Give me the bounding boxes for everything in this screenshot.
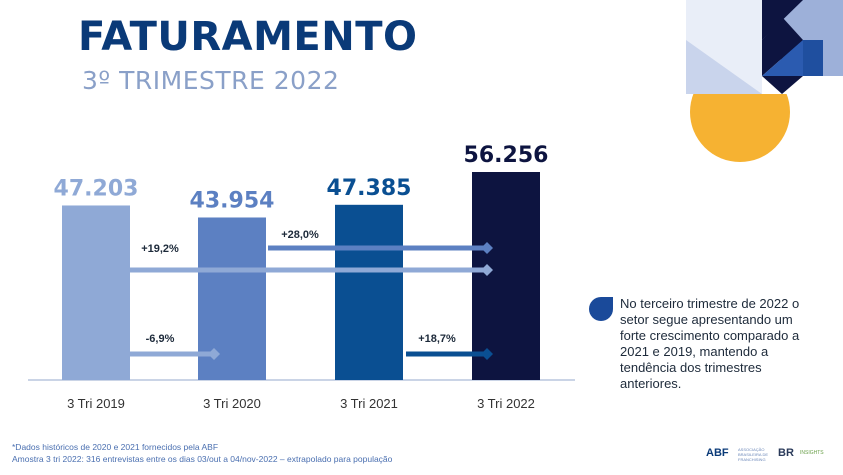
comparison-label: +19,2% (141, 243, 179, 255)
abf-logo: ABF (706, 447, 729, 459)
category-label: 3 Tri 2021 (340, 396, 398, 411)
category-label: 3 Tri 2020 (203, 396, 261, 411)
bar-value-label: 47.203 (54, 176, 139, 201)
navy-bottom-triangle-decoration (762, 76, 803, 94)
comparison-arrow-head (481, 348, 493, 360)
bar-1 (62, 205, 130, 380)
bar-value-label: 43.954 (190, 188, 275, 213)
bar-3 (335, 204, 403, 380)
category-label: 3 Tri 2019 (67, 396, 125, 411)
bar-value-label: 47.385 (327, 176, 412, 201)
side-note-text: No terceiro trimestre de 2022 o setor se… (620, 296, 800, 391)
page-title: FATURAMENTO (78, 14, 418, 60)
footnote-line-1: *Dados históricos de 2020 e 2021 forneci… (12, 442, 219, 452)
comparison-arrow-head (481, 264, 493, 276)
comparison-label: +18,7% (418, 333, 456, 345)
bar-4 (472, 172, 540, 380)
blue-triangle-decoration (762, 40, 803, 76)
br-insights-logo-subtitle: INSIGHTS (800, 450, 824, 456)
bar-value-label: 56.256 (464, 143, 549, 168)
page-subtitle: 3º TRIMESTRE 2022 (82, 66, 340, 95)
comparison-label: +28,0% (281, 229, 319, 241)
pale-triangle-decoration (686, 40, 762, 94)
footnote-line-2: Amostra 3 tri 2022: 316 entrevistas entr… (12, 454, 393, 464)
note-bullet-icon (589, 297, 613, 321)
comparison-label: -6,9% (146, 333, 175, 345)
br-insights-logo: BR (778, 447, 794, 459)
abf-logo-subtitle: ASSOCIAÇÃO BRASILEIRA DE FRANCHISING (738, 447, 769, 462)
comparison-arrow-head (208, 348, 220, 360)
comparison-arrow-head (481, 242, 493, 254)
category-label: 3 Tri 2022 (477, 396, 535, 411)
